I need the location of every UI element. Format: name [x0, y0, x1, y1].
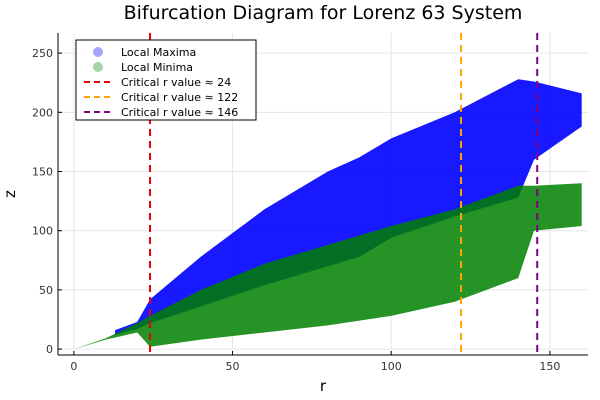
local-minima-band — [73, 183, 582, 350]
legend: Local Maxima Local Minima Critical r val… — [75, 39, 257, 121]
y-tick-label: 100 — [32, 225, 53, 238]
y-tick-label: 150 — [32, 166, 53, 179]
legend-box — [75, 39, 257, 121]
x-axis-label: r — [320, 377, 327, 395]
axes — [57, 33, 588, 356]
legend-maxima-marker — [93, 47, 103, 57]
chart-title: Bifurcation Diagram for Lorenz 63 System — [124, 2, 523, 24]
y-tick-label: 200 — [32, 106, 53, 119]
x-tick-label: 100 — [381, 360, 402, 373]
ticks: 0 50 100 150 0 50 100 150 200 250 — [32, 47, 560, 373]
legend-minima-marker — [93, 62, 103, 72]
legend-label-146: Critical r value ≈ 146 — [121, 106, 238, 119]
legend-minima-label: Local Minima — [121, 61, 193, 74]
y-tick-label: 250 — [32, 47, 53, 60]
y-tick-label: 0 — [46, 343, 53, 356]
x-tick-label: 0 — [70, 360, 77, 373]
x-tick-label: 150 — [539, 360, 560, 373]
legend-label-122: Critical r value ≈ 122 — [121, 91, 238, 104]
legend-label-24: Critical r value ≈ 24 — [121, 76, 231, 89]
y-tick-label: 50 — [39, 284, 53, 297]
x-tick-label: 50 — [226, 360, 240, 373]
local-maxima-band — [115, 79, 582, 335]
data-layer — [73, 79, 582, 350]
y-axis-label: z — [1, 190, 19, 198]
legend-maxima-label: Local Maxima — [121, 46, 196, 59]
